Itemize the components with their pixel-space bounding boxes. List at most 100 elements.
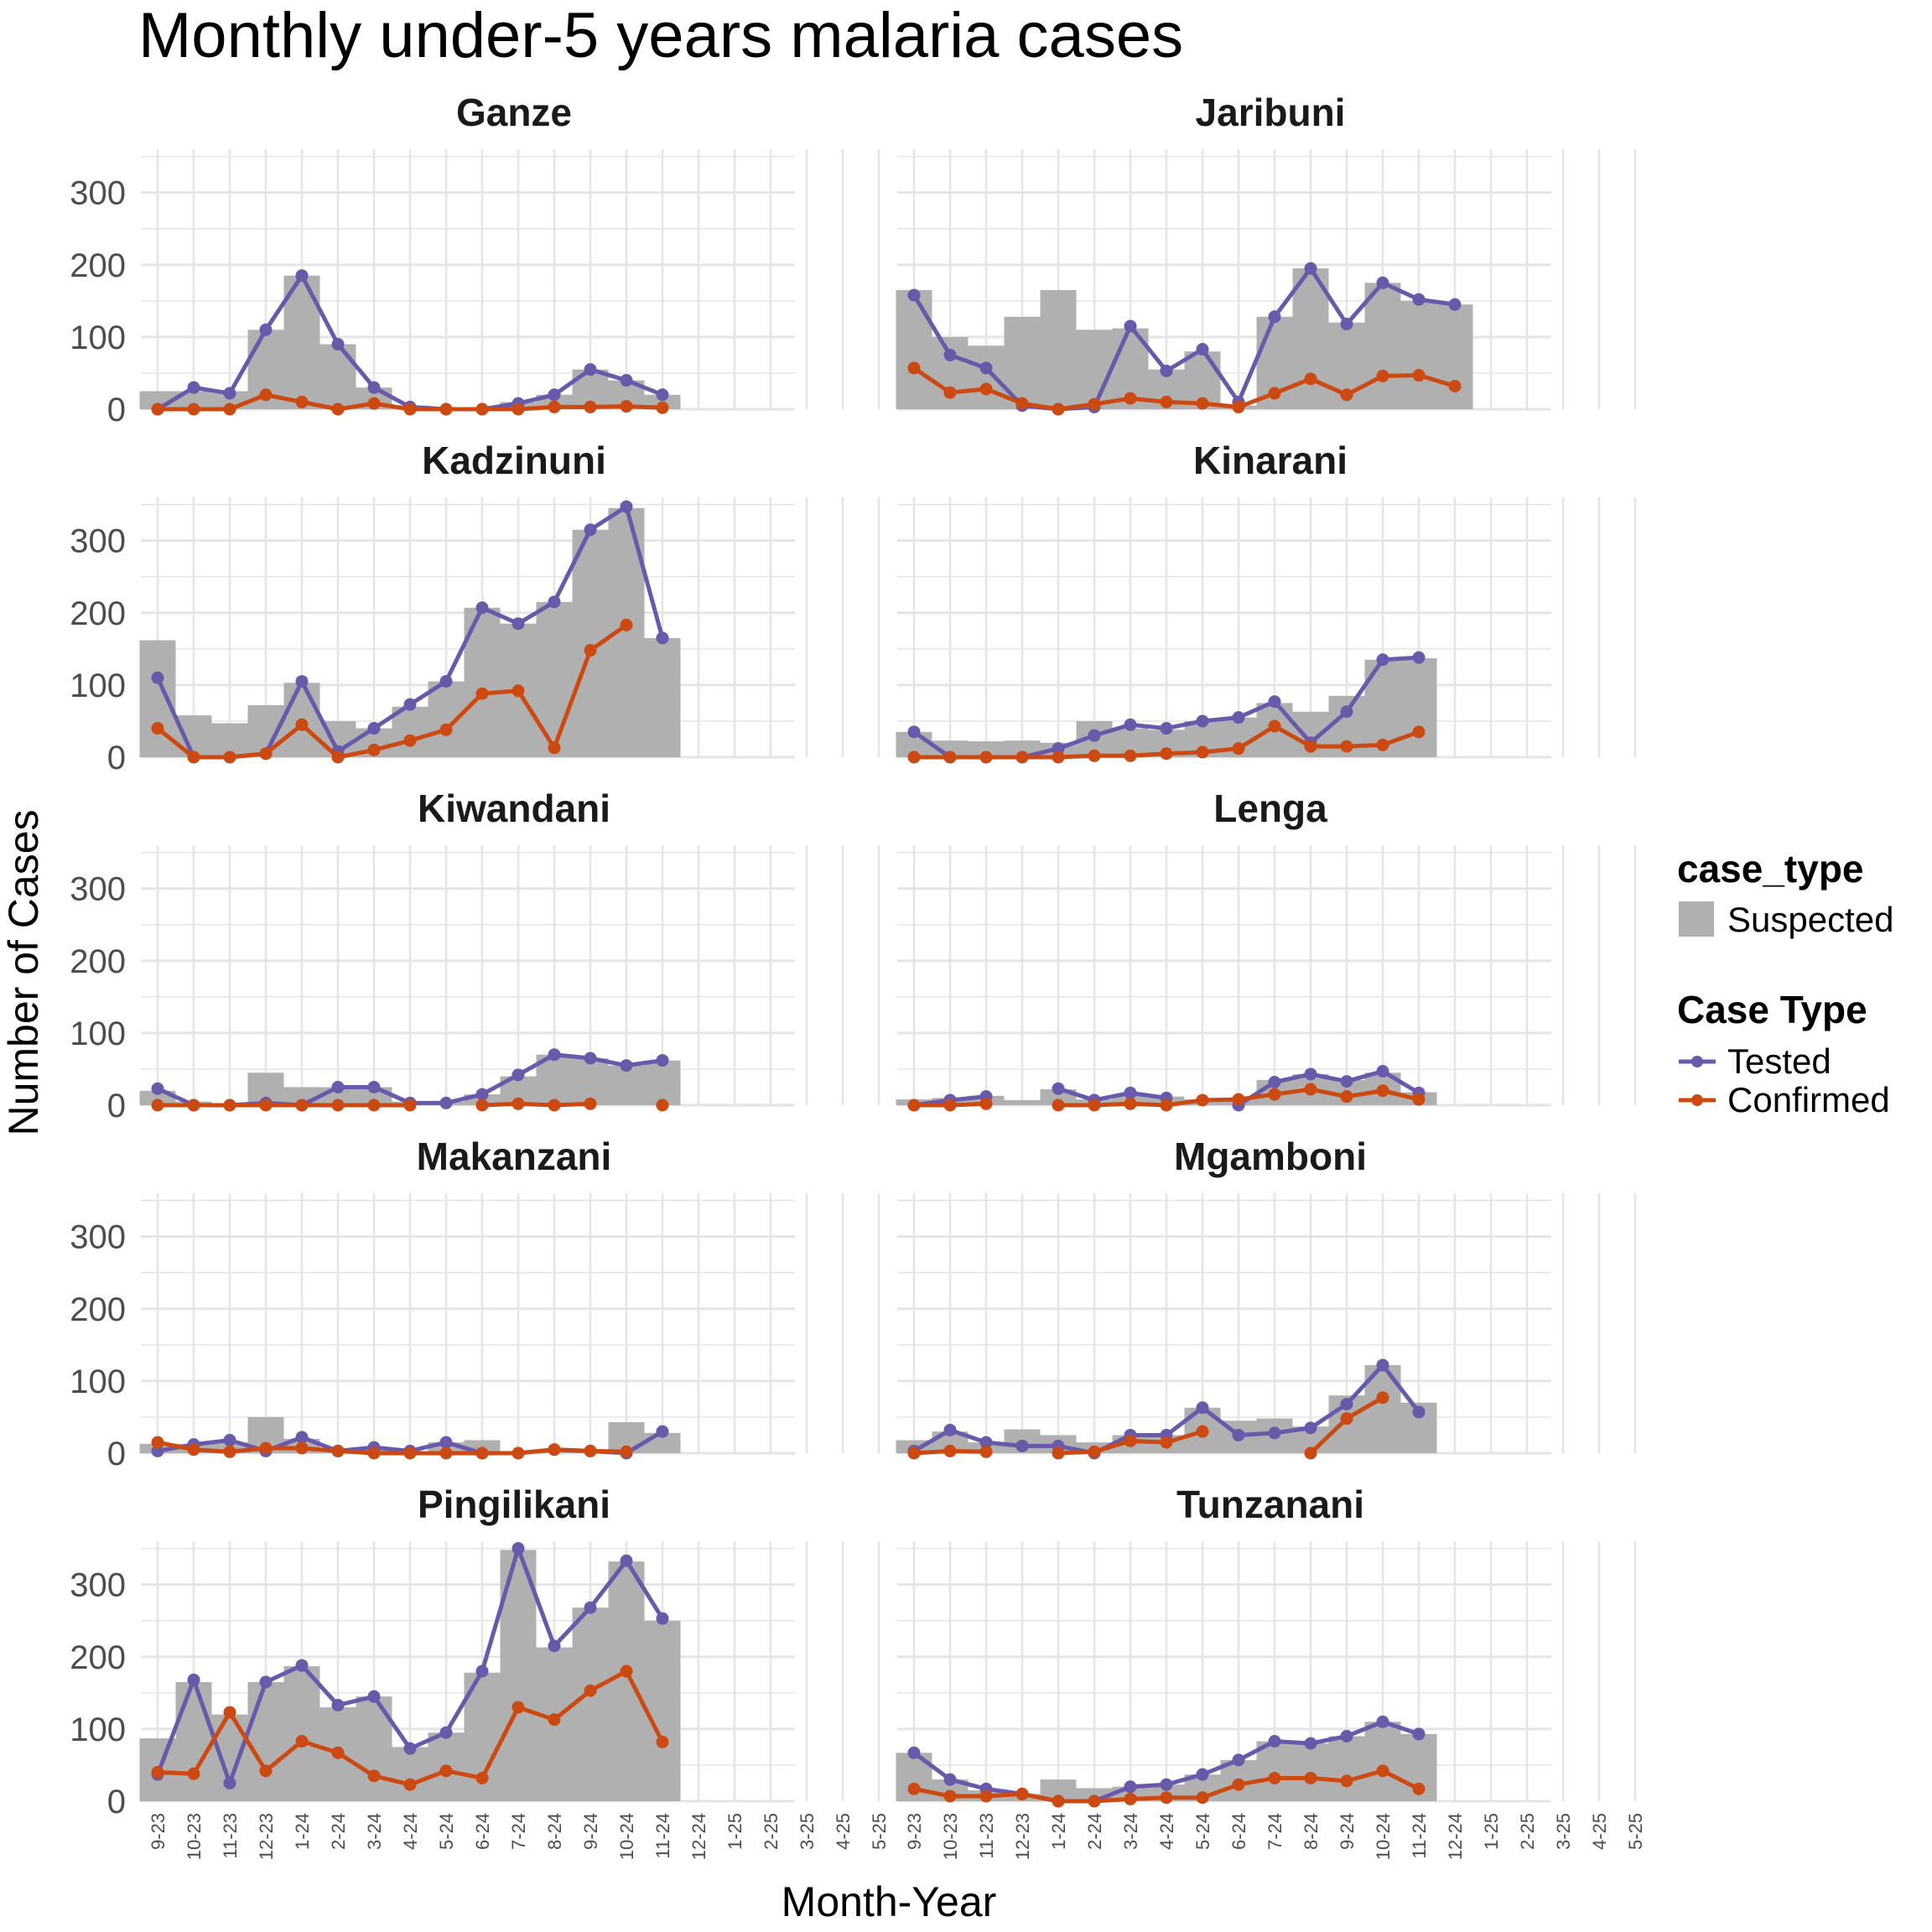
confirmed-point xyxy=(475,687,489,700)
facet-lenga: Lenga xyxy=(896,787,1637,1112)
x-tick-label: 11-23 xyxy=(976,1813,997,1859)
x-tick-label: 8-24 xyxy=(544,1813,565,1850)
x-tick-label: 4-24 xyxy=(400,1813,421,1850)
x-tick-label: 9-24 xyxy=(1337,1813,1358,1850)
tested-point xyxy=(1376,1715,1389,1728)
confirmed-point xyxy=(1160,1436,1173,1449)
tested-point xyxy=(259,1675,273,1689)
confirmed-point xyxy=(1232,1778,1245,1791)
tested-point xyxy=(1340,1075,1353,1088)
confirmed-point xyxy=(1196,1791,1209,1805)
confirmed-point xyxy=(1088,1445,1101,1458)
suspected-bar xyxy=(644,1620,681,1801)
confirmed-point xyxy=(512,684,525,698)
tested-point xyxy=(1268,310,1281,324)
tested-point xyxy=(1160,364,1173,377)
x-tick-label: 1-25 xyxy=(724,1813,745,1850)
tested-point xyxy=(1160,722,1173,735)
facet-title: Jaribuni xyxy=(1196,91,1346,134)
confirmed-point xyxy=(1052,750,1065,764)
suspected-bar xyxy=(644,637,681,757)
suspected-bar xyxy=(968,741,1005,757)
tested-point xyxy=(584,1601,597,1614)
confirmed-point xyxy=(475,1771,489,1784)
tested-point xyxy=(1412,1727,1426,1741)
confirmed-point xyxy=(979,1445,993,1458)
facet-title: Makanzani xyxy=(417,1135,612,1178)
x-tick-label: 11-24 xyxy=(652,1813,673,1859)
confirmed-point xyxy=(223,1706,236,1719)
confirmed-point xyxy=(1052,1794,1065,1808)
suspected-bar xyxy=(175,391,212,409)
confirmed-point xyxy=(403,402,417,416)
tested-point xyxy=(907,288,921,302)
tested-point xyxy=(1268,1735,1281,1748)
x-tick-label: 4-25 xyxy=(1589,1813,1610,1850)
x-tick-label: 4-25 xyxy=(833,1813,854,1850)
tested-point xyxy=(907,1746,921,1759)
tested-point xyxy=(979,361,993,375)
x-tick-label: 12-24 xyxy=(1445,1813,1466,1860)
x-tick-label: 12-23 xyxy=(1012,1813,1033,1860)
tested-point xyxy=(1088,729,1101,742)
y-tick-label: 300 xyxy=(70,1219,126,1256)
tested-point xyxy=(1340,705,1353,719)
confirmed-point xyxy=(259,1441,273,1455)
confirmed-point xyxy=(1160,1098,1173,1112)
x-tick-label: 10-24 xyxy=(616,1813,637,1860)
tested-point xyxy=(1160,1778,1173,1791)
tested-point xyxy=(1448,298,1462,311)
legend-tested-marker xyxy=(1691,1056,1703,1067)
confirmed-point xyxy=(1052,1098,1065,1112)
suspected-bar xyxy=(608,1065,645,1105)
tested-point xyxy=(656,1425,669,1438)
confirmed-point xyxy=(151,1436,164,1449)
tested-point xyxy=(1376,653,1389,667)
confirmed-point xyxy=(548,400,561,413)
facet-ganze: Ganze 0 100 200 300 xyxy=(70,91,880,428)
x-tick-label: 2-25 xyxy=(1517,1813,1538,1850)
confirmed-point xyxy=(584,644,597,657)
confirmed-point xyxy=(1015,397,1029,410)
confirmed-point xyxy=(187,1767,200,1780)
suspected-bar xyxy=(175,1681,212,1801)
tested-point xyxy=(439,1096,453,1109)
confirmed-point xyxy=(656,1098,669,1112)
confirmed-point xyxy=(1268,387,1281,400)
tested-point xyxy=(548,595,561,609)
confirmed-point xyxy=(367,743,381,756)
tested-point xyxy=(259,323,273,336)
confirmed-point xyxy=(151,402,164,416)
tested-point xyxy=(1376,1065,1389,1078)
confirmed-point xyxy=(1448,379,1462,392)
y-tick-label: 200 xyxy=(70,1291,126,1328)
tested-point xyxy=(1196,343,1209,356)
tested-point xyxy=(1232,1753,1245,1767)
x-tick-label: 10-23 xyxy=(184,1813,205,1860)
y-tick-label: 200 xyxy=(70,595,126,632)
confirmed-point xyxy=(1304,1446,1317,1460)
facet-pingilikani: Pingilikani 0 100 200 300 9-23 10-23 11-23 12-23… xyxy=(70,1483,890,1860)
facet-tunzanani: Tunzanani 9-23 10-23 11-23 12-23 1-24 2-24 3-24… xyxy=(896,1483,1646,1860)
tested-point xyxy=(223,387,236,400)
confirmed-point xyxy=(548,1098,561,1112)
tested-point xyxy=(223,1776,236,1789)
x-tick-label: 3-24 xyxy=(364,1813,385,1850)
tested-point xyxy=(367,722,381,735)
tested-point xyxy=(943,1773,957,1786)
tested-point xyxy=(331,1698,345,1711)
tested-point xyxy=(1232,711,1245,724)
facet-kadzinuni: Kadzinuni 0 100 200 300 xyxy=(70,439,880,776)
facet-title: Ganze xyxy=(456,91,572,134)
y-tick-label: 0 xyxy=(107,740,126,776)
suspected-bar xyxy=(608,1561,645,1801)
tested-point xyxy=(1196,1401,1209,1415)
confirmed-point xyxy=(1196,745,1209,759)
confirmed-point xyxy=(223,1445,236,1458)
tested-point xyxy=(439,1726,453,1739)
confirmed-point xyxy=(295,395,309,408)
confirmed-point xyxy=(331,1444,345,1457)
confirmed-point xyxy=(1232,1093,1245,1106)
tested-point xyxy=(1304,262,1317,275)
x-tick-label: 7-24 xyxy=(508,1813,529,1850)
